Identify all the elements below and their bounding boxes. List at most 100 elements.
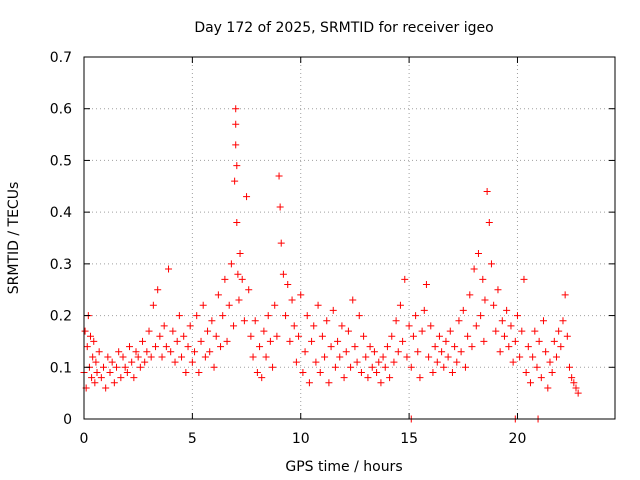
data-point bbox=[466, 291, 474, 299]
data-point bbox=[277, 239, 285, 247]
data-point bbox=[396, 301, 404, 309]
data-point bbox=[539, 317, 547, 325]
data-point bbox=[178, 353, 186, 361]
data-point bbox=[548, 368, 556, 376]
data-point bbox=[165, 265, 173, 273]
data-point bbox=[106, 368, 114, 376]
data-point bbox=[88, 374, 96, 382]
data-point bbox=[522, 368, 530, 376]
data-point bbox=[321, 353, 329, 361]
data-point bbox=[364, 374, 372, 382]
data-point bbox=[230, 322, 238, 330]
data-point bbox=[256, 343, 264, 351]
data-point bbox=[188, 358, 196, 366]
data-point bbox=[158, 353, 166, 361]
data-point bbox=[238, 275, 246, 283]
data-point bbox=[89, 353, 97, 361]
data-point bbox=[529, 353, 537, 361]
data-point bbox=[427, 322, 435, 330]
data-point bbox=[201, 353, 209, 361]
data-point bbox=[409, 332, 417, 340]
data-point bbox=[292, 358, 300, 366]
data-point bbox=[414, 348, 422, 356]
data-point bbox=[128, 358, 136, 366]
grid-lines bbox=[84, 57, 615, 419]
data-point bbox=[171, 358, 179, 366]
data-point bbox=[87, 332, 95, 340]
data-point bbox=[440, 363, 448, 371]
data-point bbox=[420, 306, 428, 314]
data-point bbox=[563, 332, 571, 340]
data-point bbox=[483, 187, 491, 195]
data-point bbox=[204, 327, 212, 335]
data-point bbox=[481, 296, 489, 304]
data-point bbox=[357, 368, 365, 376]
data-point bbox=[217, 343, 225, 351]
data-point bbox=[329, 306, 337, 314]
data-point bbox=[355, 312, 363, 320]
data-point bbox=[386, 374, 394, 382]
data-point bbox=[373, 368, 381, 376]
y-tick-label: 0 bbox=[63, 412, 72, 428]
data-points bbox=[80, 105, 582, 423]
data-point bbox=[312, 358, 320, 366]
data-point bbox=[273, 332, 281, 340]
data-point bbox=[258, 374, 266, 382]
data-point bbox=[286, 337, 294, 345]
data-point bbox=[360, 332, 368, 340]
data-point bbox=[290, 322, 298, 330]
x-tick-label: 15 bbox=[400, 431, 418, 447]
data-point bbox=[126, 343, 134, 351]
data-point bbox=[405, 322, 413, 330]
y-axis-label: SRMTID / TECUs bbox=[6, 182, 22, 295]
data-point bbox=[243, 193, 251, 201]
x-tick-label: 5 bbox=[188, 431, 197, 447]
data-point bbox=[513, 312, 521, 320]
data-point bbox=[284, 281, 292, 289]
data-point bbox=[392, 317, 400, 325]
data-point bbox=[448, 368, 456, 376]
data-point bbox=[425, 353, 433, 361]
data-point bbox=[557, 343, 565, 351]
data-point bbox=[353, 358, 361, 366]
data-point bbox=[91, 379, 99, 387]
data-point bbox=[210, 363, 218, 371]
data-point bbox=[446, 327, 454, 335]
y-tick-label: 0.7 bbox=[50, 50, 72, 66]
data-point bbox=[152, 343, 160, 351]
data-point bbox=[507, 322, 515, 330]
data-point bbox=[494, 286, 502, 294]
data-point bbox=[516, 353, 524, 361]
data-point bbox=[401, 275, 409, 283]
data-point bbox=[474, 250, 482, 258]
data-point bbox=[383, 343, 391, 351]
data-point bbox=[232, 141, 240, 149]
x-tick-label: 10 bbox=[292, 431, 310, 447]
data-point bbox=[271, 301, 279, 309]
data-point bbox=[459, 306, 467, 314]
data-point bbox=[191, 348, 199, 356]
data-point bbox=[102, 384, 110, 392]
data-point bbox=[143, 348, 151, 356]
data-point bbox=[505, 343, 513, 351]
data-point bbox=[305, 379, 313, 387]
data-point bbox=[388, 332, 396, 340]
data-point bbox=[537, 374, 545, 382]
data-point bbox=[245, 286, 253, 294]
data-point bbox=[156, 332, 164, 340]
data-point bbox=[327, 343, 335, 351]
data-point bbox=[249, 353, 257, 361]
data-point bbox=[288, 296, 296, 304]
data-point bbox=[444, 353, 452, 361]
data-point bbox=[370, 348, 378, 356]
data-point bbox=[310, 322, 318, 330]
data-point bbox=[565, 363, 573, 371]
data-point bbox=[123, 368, 131, 376]
data-point bbox=[253, 368, 261, 376]
data-point bbox=[299, 368, 307, 376]
data-point bbox=[275, 172, 283, 180]
data-point bbox=[100, 363, 108, 371]
data-point bbox=[264, 312, 272, 320]
data-point bbox=[233, 162, 241, 170]
data-point bbox=[366, 343, 374, 351]
